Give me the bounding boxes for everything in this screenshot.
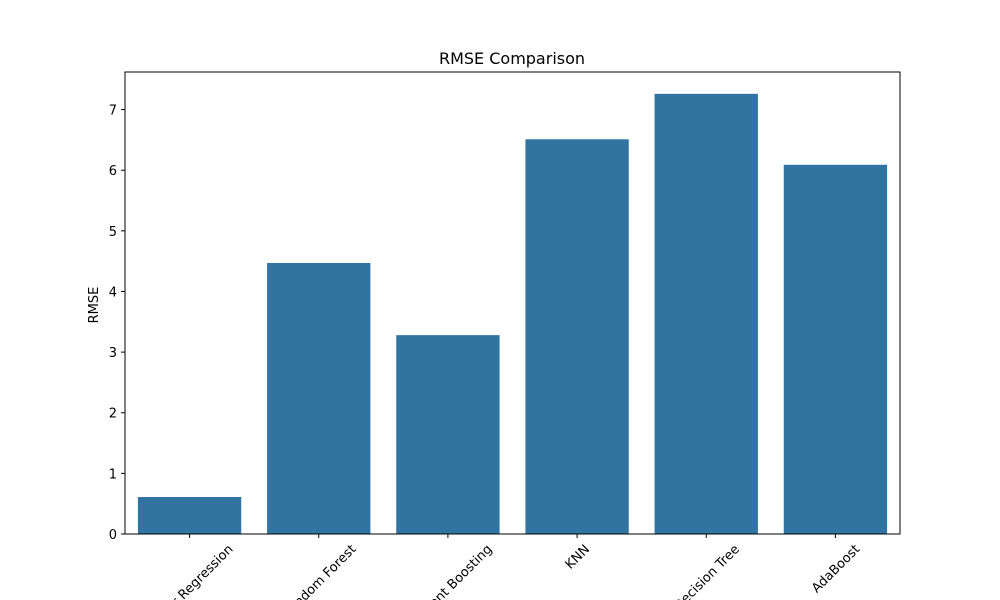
y-tick-label: 7 [109, 104, 117, 119]
bar [654, 93, 758, 534]
y-axis-label: RMSE [87, 287, 102, 324]
y-tick-label: 6 [109, 164, 117, 179]
x-tick-label: Gradient Boosting [402, 542, 496, 600]
bar [267, 262, 371, 534]
bar [396, 335, 500, 534]
plot-frame [124, 71, 901, 535]
y-tick-label: 3 [109, 346, 117, 361]
x-tick-label: AdaBoost [809, 542, 863, 596]
y-tick-label: 5 [109, 225, 117, 240]
y-tick-label: 0 [109, 528, 117, 543]
chart-title: RMSE Comparison [439, 49, 585, 68]
bar [525, 139, 629, 535]
x-tick-label: Decision Tree [671, 542, 743, 600]
y-tick-label: 4 [109, 285, 117, 300]
bar [137, 497, 242, 534]
y-tick-label: 1 [109, 467, 117, 482]
x-tick-label: Random Forest [280, 542, 360, 600]
x-tick-label: Linear Regression [144, 542, 236, 600]
x-tick-label: KNN [563, 542, 593, 572]
y-tick-label: 2 [109, 407, 117, 422]
bar [783, 164, 888, 534]
